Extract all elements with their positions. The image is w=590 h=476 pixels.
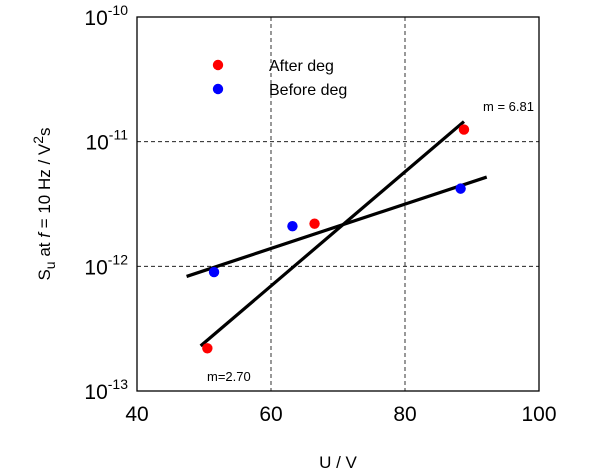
x-tick-label-2: 80	[393, 403, 416, 426]
point-series1-1	[287, 220, 298, 232]
x-tick-label-3: 100	[521, 403, 556, 426]
y-tick-labels: 10-10 10-11 10-12 10-13	[84, 2, 128, 404]
annotation-fit-0: m = 6.81	[483, 99, 534, 114]
point-series0-2	[458, 124, 470, 135]
legend-marker-0	[212, 59, 224, 71]
legend-label-0: After deg	[269, 58, 334, 75]
x-tick-labels: 40 60 80 100	[125, 403, 556, 426]
y-tick-label-0: 10-10	[84, 2, 128, 30]
point-series0-0	[202, 343, 213, 354]
y-tick-label-1: 10-11	[85, 127, 128, 155]
fit-annotations: m = 6.81 m=2.70	[207, 99, 534, 384]
y-axis-label: Su at f = 10 Hz / V2s	[30, 127, 58, 280]
point-series1-0	[208, 266, 220, 278]
legend: After deg Before deg	[212, 58, 347, 99]
plot-frame	[136, 16, 540, 392]
fit-line-1	[186, 175, 488, 278]
x-axis-label: U / V	[319, 453, 357, 472]
data-points	[202, 124, 470, 354]
fit-line-0	[199, 120, 465, 348]
legend-marker-1	[212, 83, 224, 95]
x-tick-label-0: 40	[125, 403, 148, 426]
point-series0-1	[309, 218, 320, 229]
annotation-fit-1: m=2.70	[207, 369, 251, 384]
y-tick-label-3: 10-13	[84, 376, 128, 404]
fit-lines	[186, 120, 488, 348]
x-tick-label-1: 60	[259, 403, 282, 426]
grid	[137, 17, 539, 391]
y-tick-label-2: 10-12	[84, 251, 128, 279]
legend-label-1: Before deg	[269, 82, 347, 99]
point-series1-2	[455, 183, 466, 194]
